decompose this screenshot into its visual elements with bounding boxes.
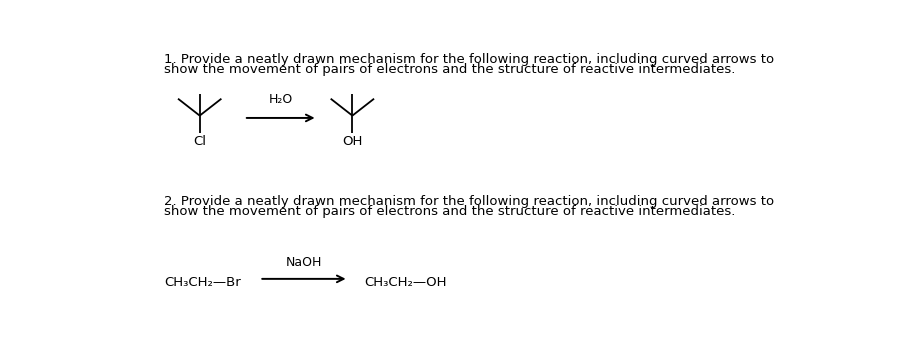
Text: CH₃CH₂—Br: CH₃CH₂—Br bbox=[164, 276, 240, 289]
Text: show the movement of pairs of electrons and the structure of reactive intermedia: show the movement of pairs of electrons … bbox=[164, 205, 736, 218]
Text: 2. Provide a neatly drawn mechanism for the following reaction, including curved: 2. Provide a neatly drawn mechanism for … bbox=[164, 195, 774, 208]
Text: OH: OH bbox=[342, 135, 362, 148]
Text: H₂O: H₂O bbox=[268, 93, 292, 107]
Text: Cl: Cl bbox=[193, 135, 206, 148]
Text: CH₃CH₂—OH: CH₃CH₂—OH bbox=[364, 276, 447, 289]
Text: 1. Provide a neatly drawn mechanism for the following reaction, including curved: 1. Provide a neatly drawn mechanism for … bbox=[164, 53, 774, 66]
Text: NaOH: NaOH bbox=[286, 256, 322, 269]
Text: show the movement of pairs of electrons and the structure of reactive intermedia: show the movement of pairs of electrons … bbox=[164, 63, 736, 76]
